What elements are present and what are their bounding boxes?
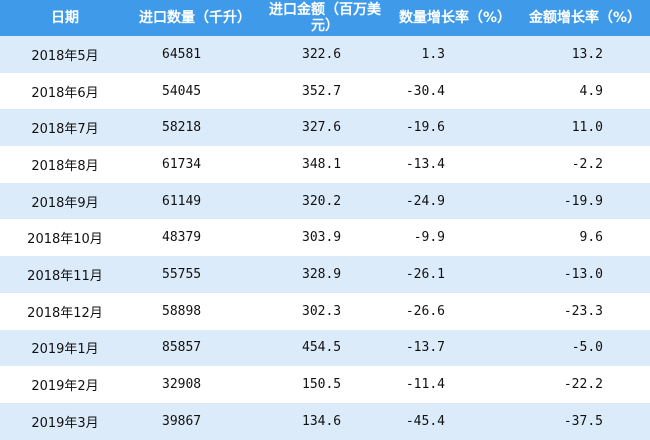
cell-value-growth: -13.0 (520, 256, 650, 293)
cell-import-value: 303.9 (260, 219, 390, 257)
cell-date: 2018年6月 (0, 72, 130, 110)
cell-date: 2019年1月 (0, 329, 130, 367)
column-header-import-volume: 进口数量（千升） (130, 0, 260, 36)
cell-import-volume: 61149 (130, 182, 260, 220)
table-row: 2019年1月 85857 454.5 -13.7 -5.0 (0, 329, 650, 367)
cell-import-value: 348.1 (260, 146, 390, 183)
cell-value-growth: 11.0 (520, 109, 650, 147)
cell-import-value: 302.3 (260, 292, 390, 330)
cell-volume-growth: -13.7 (390, 329, 520, 367)
table-row: 2018年12月 58898 302.3 -26.6 -23.3 (0, 292, 650, 330)
cell-date: 2018年7月 (0, 109, 130, 147)
cell-volume-growth: -11.4 (390, 366, 520, 403)
cell-import-value: 352.7 (260, 72, 390, 110)
column-header-date: 日期 (0, 0, 130, 36)
table-row: 2019年3月 39867 134.6 -45.4 -37.5 (0, 402, 650, 440)
cell-volume-growth: -26.6 (390, 292, 520, 330)
cell-import-volume: 58898 (130, 292, 260, 330)
cell-value-growth: -19.9 (520, 182, 650, 220)
cell-value-growth: -2.2 (520, 146, 650, 183)
cell-import-volume: 64581 (130, 36, 260, 73)
cell-import-volume: 32908 (130, 366, 260, 403)
cell-volume-growth: -45.4 (390, 402, 520, 440)
cell-value-growth: -37.5 (520, 402, 650, 440)
cell-import-volume: 58218 (130, 109, 260, 147)
cell-volume-growth: -19.6 (390, 109, 520, 147)
table-row: 2018年9月 61149 320.2 -24.9 -19.9 (0, 182, 650, 220)
cell-value-growth: 4.9 (520, 72, 650, 110)
cell-value-growth: 13.2 (520, 36, 650, 73)
cell-import-value: 150.5 (260, 366, 390, 403)
column-header-value-growth: 金额增长率（%） (520, 0, 650, 36)
cell-import-volume: 55755 (130, 256, 260, 293)
cell-import-value: 134.6 (260, 402, 390, 440)
cell-value-growth: -22.2 (520, 366, 650, 403)
cell-date: 2018年10月 (0, 219, 130, 257)
cell-import-value: 328.9 (260, 256, 390, 293)
cell-import-volume: 85857 (130, 329, 260, 367)
cell-date: 2018年12月 (0, 292, 130, 330)
cell-volume-growth: -24.9 (390, 182, 520, 220)
cell-date: 2018年5月 (0, 36, 130, 73)
column-header-import-value: 进口金额（百万美元） (260, 0, 390, 36)
cell-date: 2019年2月 (0, 366, 130, 403)
table-row: 2018年8月 61734 348.1 -13.4 -2.2 (0, 146, 650, 183)
table-row: 2019年2月 32908 150.5 -11.4 -22.2 (0, 366, 650, 403)
header-row: 日期 进口数量（千升） 进口金额（百万美元） 数量增长率（%） 金额增长率（%） (0, 0, 650, 36)
cell-volume-growth: -30.4 (390, 72, 520, 110)
cell-date: 2018年8月 (0, 146, 130, 183)
cell-import-volume: 61734 (130, 146, 260, 183)
cell-volume-growth: 1.3 (390, 36, 520, 73)
table-row: 2018年7月 58218 327.6 -19.6 11.0 (0, 109, 650, 147)
table-row: 2018年11月 55755 328.9 -26.1 -13.0 (0, 256, 650, 293)
cell-import-volume: 39867 (130, 402, 260, 440)
cell-import-value: 320.2 (260, 182, 390, 220)
cell-value-growth: 9.6 (520, 219, 650, 257)
table-row: 2018年6月 54045 352.7 -30.4 4.9 (0, 72, 650, 110)
cell-import-volume: 54045 (130, 72, 260, 110)
cell-import-value: 327.6 (260, 109, 390, 147)
table-row: 2018年5月 64581 322.6 1.3 13.2 (0, 36, 650, 73)
cell-import-value: 322.6 (260, 36, 390, 73)
cell-date: 2018年9月 (0, 182, 130, 220)
cell-import-value: 454.5 (260, 329, 390, 367)
column-header-volume-growth: 数量增长率（%） (390, 0, 520, 36)
table-row: 2018年10月 48379 303.9 -9.9 9.6 (0, 219, 650, 257)
cell-date: 2019年3月 (0, 402, 130, 440)
cell-volume-growth: -9.9 (390, 219, 520, 257)
cell-volume-growth: -26.1 (390, 256, 520, 293)
cell-value-growth: -23.3 (520, 292, 650, 330)
cell-import-volume: 48379 (130, 219, 260, 257)
cell-volume-growth: -13.4 (390, 146, 520, 183)
cell-date: 2018年11月 (0, 256, 130, 293)
cell-value-growth: -5.0 (520, 329, 650, 367)
